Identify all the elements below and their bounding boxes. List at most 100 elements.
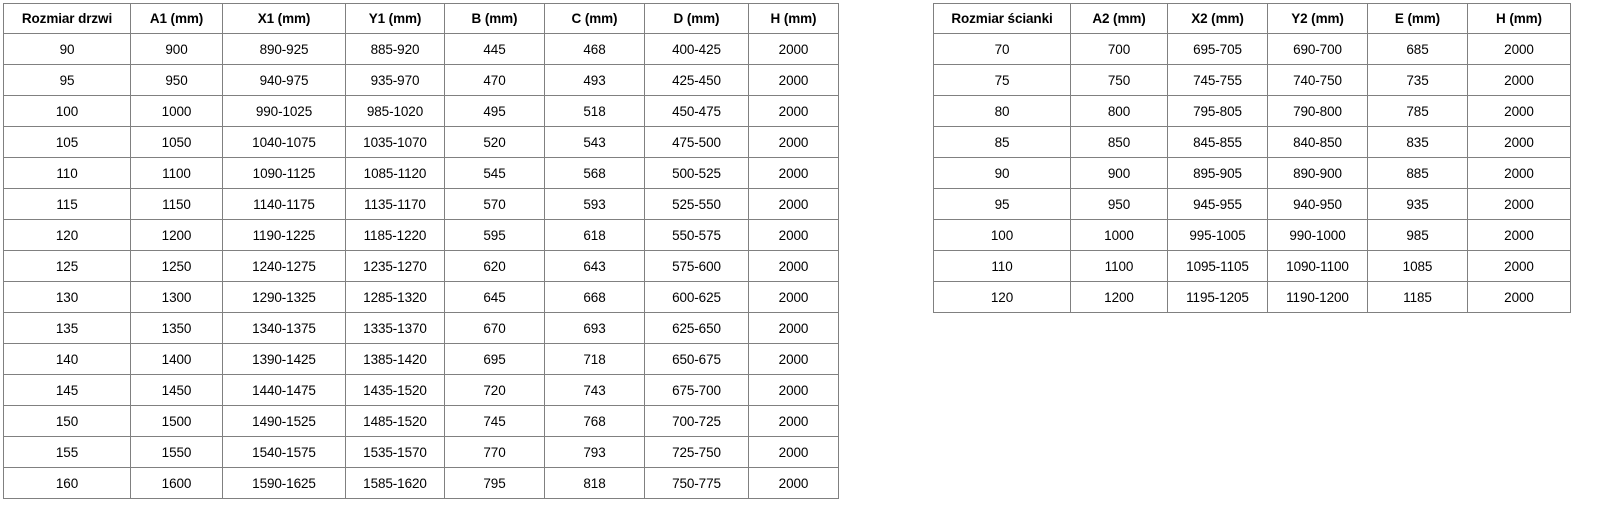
door-cell: 1135-1170 [345,188,445,220]
door-cell: 593 [544,188,645,220]
table-header-row: Rozmiar drzwi A1 (mm) X1 (mm) Y1 (mm) B (mm)… [3,3,839,34]
door-size-table: Rozmiar drzwi A1 (mm) X1 (mm) Y1 (mm) B (mm)… [3,3,839,499]
door-cell: 2000 [748,33,839,65]
wall-cell: 750 [1070,64,1168,96]
door-cell: 1050 [130,126,223,158]
door-cell: 468 [544,33,645,65]
table-row: 130 1300 1290-1325 1285-1320 645 668 600-625 20… [3,281,839,313]
table-row: 95 950 945-955 940-950 935 2000 [933,188,1571,220]
wall-cell: 1100 [1070,250,1168,282]
door-cell: 155 [3,436,131,468]
wall-cell: 885 [1367,157,1468,189]
door-cell: 1085-1120 [345,157,445,189]
table-row: 140 1400 1390-1425 1385-1420 695 718 650-675 20… [3,343,839,375]
wall-cell: 2000 [1467,64,1571,96]
door-cell: 450-475 [644,95,749,127]
wall-cell: 945-955 [1167,188,1268,220]
door-cell: 1090-1125 [222,157,346,189]
table-row: 155 1550 1540-1575 1535-1570 770 793 725-750 20… [3,436,839,468]
wall-cell: 2000 [1467,281,1571,313]
wall-cell: 735 [1367,64,1468,96]
wall-cell: 2000 [1467,219,1571,251]
door-cell: 990-1025 [222,95,346,127]
table-row: 95 950 940-975 935-970 470 493 425-450 2000 [3,64,839,96]
wall-cell: 1190-1200 [1267,281,1368,313]
wall-cell: 2000 [1467,95,1571,127]
table-row: 85 850 845-855 840-850 835 2000 [933,126,1571,158]
table-row: 115 1150 1140-1175 1135-1170 570 593 525-550 20… [3,188,839,220]
wall-cell: 95 [933,188,1071,220]
wall-cell: 790-800 [1267,95,1368,127]
wall-cell: 745-755 [1167,64,1268,96]
door-cell: 940-975 [222,64,346,96]
door-cell: 2000 [748,436,839,468]
door-cell: 2000 [748,188,839,220]
door-cell: 105 [3,126,131,158]
door-cell: 470 [444,64,545,96]
table-row: 125 1250 1240-1275 1235-1270 620 643 575-600 20… [3,250,839,282]
wall-cell: 890-900 [1267,157,1368,189]
wall-cell: 120 [933,281,1071,313]
wall-cell: 1185 [1367,281,1468,313]
door-cell: 1250 [130,250,223,282]
door-cell: 2000 [748,343,839,375]
door-cell: 2000 [748,64,839,96]
door-cell: 2000 [748,281,839,313]
door-cell: 1240-1275 [222,250,346,282]
door-cell: 768 [544,405,645,437]
door-table-body: 90 900 890-925 885-920 445 468 400-425 2000 95 95… [3,33,839,499]
door-cell: 135 [3,312,131,344]
table-row: 135 1350 1340-1375 1335-1370 670 693 625-650 20… [3,312,839,344]
door-cell: 518 [544,95,645,127]
door-cell: 643 [544,250,645,282]
door-cell: 2000 [748,250,839,282]
door-cell: 160 [3,467,131,499]
wall-cell: 685 [1367,33,1468,65]
table-row: 90 900 895-905 890-900 885 2000 [933,157,1571,189]
wall-column-header: Y2 (mm) [1267,3,1368,34]
door-cell: 668 [544,281,645,313]
wall-cell: 1200 [1070,281,1168,313]
wall-cell: 840-850 [1267,126,1368,158]
door-cell: 935-970 [345,64,445,96]
wall-cell: 85 [933,126,1071,158]
door-cell: 1540-1575 [222,436,346,468]
wall-cell: 1090-1100 [1267,250,1368,282]
door-cell: 1550 [130,436,223,468]
wall-cell: 800 [1070,95,1168,127]
door-cell: 950 [130,64,223,96]
wall-column-header: X2 (mm) [1167,3,1268,34]
door-table-header: Rozmiar drzwi A1 (mm) X1 (mm) Y1 (mm) B (mm)… [3,3,839,34]
door-cell: 1300 [130,281,223,313]
door-cell: 1590-1625 [222,467,346,499]
wall-cell: 70 [933,33,1071,65]
wall-cell: 1085 [1367,250,1468,282]
wall-cell: 940-950 [1267,188,1368,220]
door-cell: 520 [444,126,545,158]
door-cell: 793 [544,436,645,468]
wall-cell: 75 [933,64,1071,96]
table-row: 160 1600 1590-1625 1585-1620 795 818 750-775 20… [3,467,839,499]
table-row: 120 1200 1190-1225 1185-1220 595 618 550-575 20… [3,219,839,251]
door-column-header: D (mm) [644,3,749,34]
wall-cell: 740-750 [1267,64,1368,96]
door-cell: 745 [444,405,545,437]
door-cell: 1290-1325 [222,281,346,313]
table-row: 105 1050 1040-1075 1035-1070 520 543 475-500 20… [3,126,839,158]
door-cell: 750-775 [644,467,749,499]
wall-cell: 845-855 [1167,126,1268,158]
door-cell: 1340-1375 [222,312,346,344]
door-cell: 400-425 [644,33,749,65]
door-column-header: H (mm) [748,3,839,34]
wall-cell: 950 [1070,188,1168,220]
wall-column-header: E (mm) [1367,3,1468,34]
door-cell: 2000 [748,219,839,251]
wall-table-header: Rozmiar ścianki A2 (mm) X2 (mm) Y2 (mm) E (m… [933,3,1571,34]
door-column-header: B (mm) [444,3,545,34]
door-cell: 1185-1220 [345,219,445,251]
door-cell: 1435-1520 [345,374,445,406]
door-cell: 1535-1570 [345,436,445,468]
door-cell: 693 [544,312,645,344]
door-cell: 493 [544,64,645,96]
